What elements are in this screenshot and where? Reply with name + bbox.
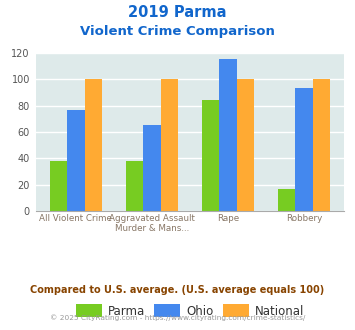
- Bar: [67, 110, 84, 211]
- Legend: Parma, Ohio, National: Parma, Ohio, National: [71, 299, 309, 322]
- Bar: [84, 79, 102, 211]
- Bar: [160, 79, 178, 211]
- Bar: [50, 161, 67, 211]
- Bar: [143, 125, 160, 211]
- Bar: [202, 100, 219, 211]
- Bar: [313, 79, 330, 211]
- Text: Violent Crime Comparison: Violent Crime Comparison: [80, 25, 275, 38]
- Text: © 2025 CityRating.com - https://www.cityrating.com/crime-statistics/: © 2025 CityRating.com - https://www.city…: [50, 314, 305, 321]
- Bar: [237, 79, 254, 211]
- Bar: [295, 88, 313, 211]
- Bar: [219, 59, 237, 211]
- Bar: [278, 189, 295, 211]
- Text: Compared to U.S. average. (U.S. average equals 100): Compared to U.S. average. (U.S. average …: [31, 285, 324, 295]
- Text: 2019 Parma: 2019 Parma: [128, 5, 227, 20]
- Bar: [126, 161, 143, 211]
